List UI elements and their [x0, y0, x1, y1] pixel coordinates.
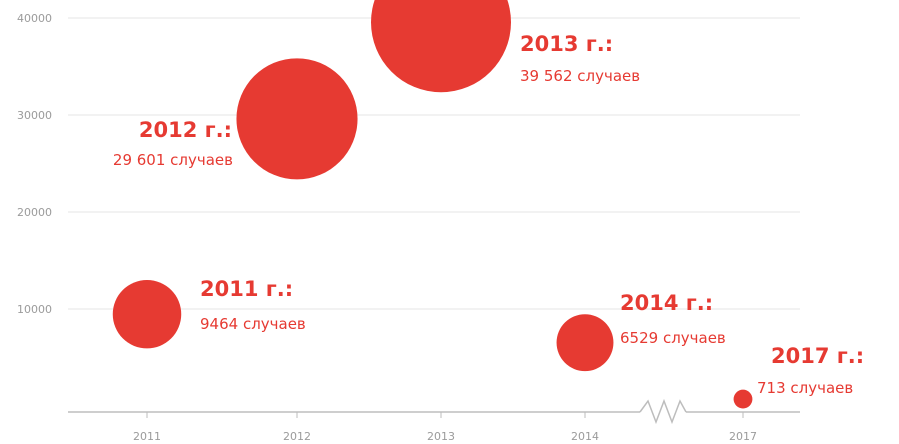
- x-tick-label: 2017: [729, 430, 757, 443]
- x-tick-label: 2011: [133, 430, 161, 443]
- bubble-2012: [236, 58, 358, 180]
- axis-break-zigzag: [639, 398, 687, 425]
- y-tick-label: 20000: [17, 206, 52, 219]
- bubble-2017: [733, 389, 753, 409]
- x-tick-label: 2013: [427, 430, 455, 443]
- bubbles: [112, 0, 753, 409]
- year-label-2012: 2012 г.:: [139, 118, 232, 142]
- year-label-2013: 2013 г.:: [520, 32, 613, 56]
- axes: 10000 20000 30000 40000 2011 2012 2013 2014 2017: [17, 12, 800, 443]
- y-tick-label: 30000: [17, 109, 52, 122]
- year-label-2014: 2014 г.:: [620, 291, 713, 315]
- year-label-2017: 2017 г.:: [771, 344, 864, 368]
- y-tick-label: 40000: [17, 12, 52, 25]
- data-labels: 2011 г.: 9464 случаев 2012 г.: 29 601 случа…: [113, 32, 864, 397]
- count-label-2013: 39 562 случаев: [520, 67, 640, 85]
- x-tick-label: 2014: [571, 430, 599, 443]
- count-label-2011: 9464 случаев: [200, 315, 306, 333]
- year-label-2011: 2011 г.:: [200, 277, 293, 301]
- bubble-2013: [371, 0, 511, 93]
- bubble-2011: [112, 279, 182, 349]
- x-tick-label: 2012: [283, 430, 311, 443]
- count-label-2017: 713 случаев: [757, 379, 853, 397]
- y-tick-label: 10000: [17, 303, 52, 316]
- bubble-2014: [556, 314, 614, 372]
- count-label-2012: 29 601 случаев: [113, 151, 233, 169]
- count-label-2014: 6529 случаев: [620, 329, 726, 347]
